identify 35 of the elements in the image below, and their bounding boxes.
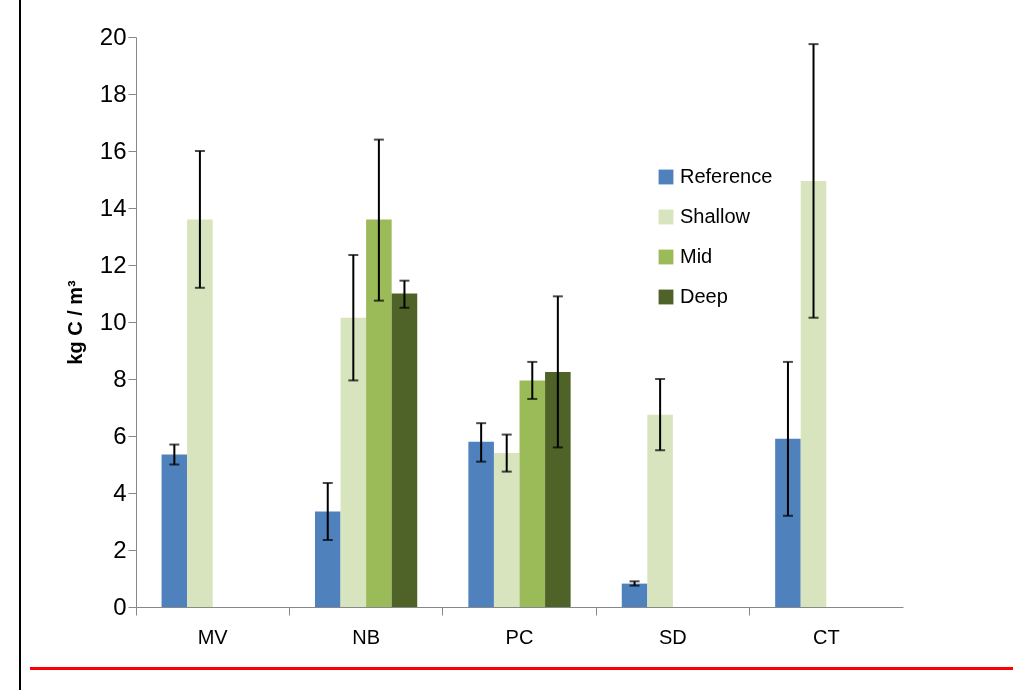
y-tick-label: 12 — [99, 250, 127, 278]
bar — [340, 317, 367, 607]
x-tick-label: MV — [197, 625, 229, 648]
bar — [468, 441, 494, 607]
legend-label: Reference — [680, 165, 773, 187]
y-tick-label: 20 — [99, 22, 127, 50]
x-tick-label: CT — [812, 625, 840, 648]
x-tick-label: PC — [505, 625, 534, 648]
bar — [391, 293, 418, 607]
bar — [545, 371, 571, 607]
bar — [775, 438, 801, 607]
y-tick-label: 14 — [99, 193, 127, 221]
bar — [187, 219, 213, 607]
y-tick-label: 2 — [113, 535, 127, 563]
y-tick-label: 8 — [113, 364, 127, 392]
bar — [519, 380, 546, 607]
y-tick-label: 16 — [99, 136, 127, 164]
y-tick-label: 18 — [99, 79, 127, 107]
y-tick-label: 4 — [113, 478, 127, 506]
legend-label: Shallow — [680, 205, 751, 227]
bar — [800, 180, 827, 607]
x-tick-label: NB — [352, 625, 380, 648]
bar — [647, 414, 673, 607]
bar — [493, 453, 520, 607]
bar — [314, 511, 341, 607]
bar — [621, 583, 648, 607]
bar — [366, 219, 392, 607]
legend-label: Mid — [680, 245, 713, 267]
x-tick-label: SD — [659, 625, 687, 648]
y-tick-label: 10 — [99, 307, 127, 335]
y-axis-title: kg C / m³ — [63, 279, 86, 365]
legend-label: Deep — [680, 285, 728, 307]
bar — [161, 454, 188, 607]
y-tick-label: 0 — [113, 592, 127, 620]
y-tick-label: 6 — [113, 421, 127, 449]
